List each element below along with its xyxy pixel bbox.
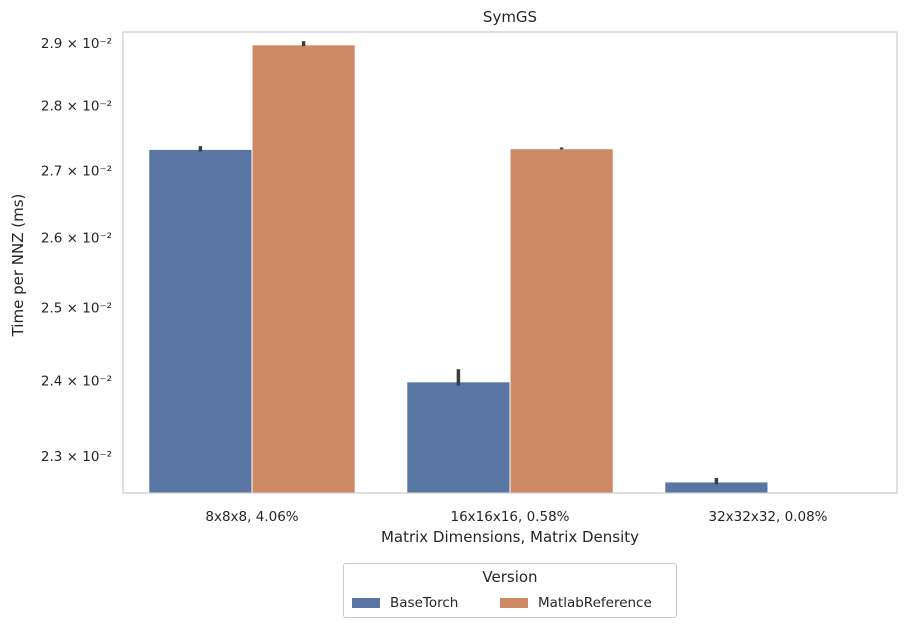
y-axis-title: Time per NNZ (ms) [9,194,27,338]
bar-matlabreference-1 [251,44,356,494]
y-tick-label-2: 2.4 × 10⁻² [41,373,112,389]
legend-entry-basetorch: BaseTorch [352,595,458,611]
x-tick-labels: 8x8x8, 4.06% 16x16x16, 0.58% 32x32x32, 0.0… [205,509,827,525]
y-tick-label-4: 2.6 × 10⁻² [41,231,112,247]
x-tick-label-3: 32x32x32, 0.08% [709,509,828,525]
y-tick-label-3: 2.5 × 10⁻² [41,301,112,317]
legend-title: Version [482,568,538,586]
x-tick-label-1: 8x8x8, 4.06% [205,509,298,525]
legend: Version BaseTorch MatlabReference [343,563,677,618]
x-axis-title: Matrix Dimensions, Matrix Density [381,528,639,546]
y-tick-label-7: 2.9 × 10⁻² [41,36,112,52]
legend-label-matlabreference: MatlabReference [538,595,652,611]
bar-basetorch-2 [406,381,511,494]
chart-title: SymGS [483,8,537,26]
bar-basetorch-1 [148,148,253,494]
y-tick-label-1: 2.3 × 10⁻² [41,449,112,465]
y-tick-label-5: 2.7 × 10⁻² [41,163,112,179]
error-bars-layer [198,41,719,485]
bars-layer [148,44,769,494]
plot-frame [122,31,898,494]
legend-swatch-basetorch [352,598,380,608]
legend-label-basetorch: BaseTorch [390,595,459,611]
legend-swatch-matlabreference [500,598,528,608]
bar-matlabreference-2 [509,148,614,494]
legend-entry-matlabreference: MatlabReference [500,595,652,611]
x-tick-label-2: 16x16x16, 0.58% [451,509,570,525]
y-tick-labels: 2.3 × 10⁻² 2.4 × 10⁻² 2.5 × 10⁻² 2.6 × 10⁻²… [41,36,112,465]
y-tick-label-6: 2.8 × 10⁻² [41,99,112,115]
